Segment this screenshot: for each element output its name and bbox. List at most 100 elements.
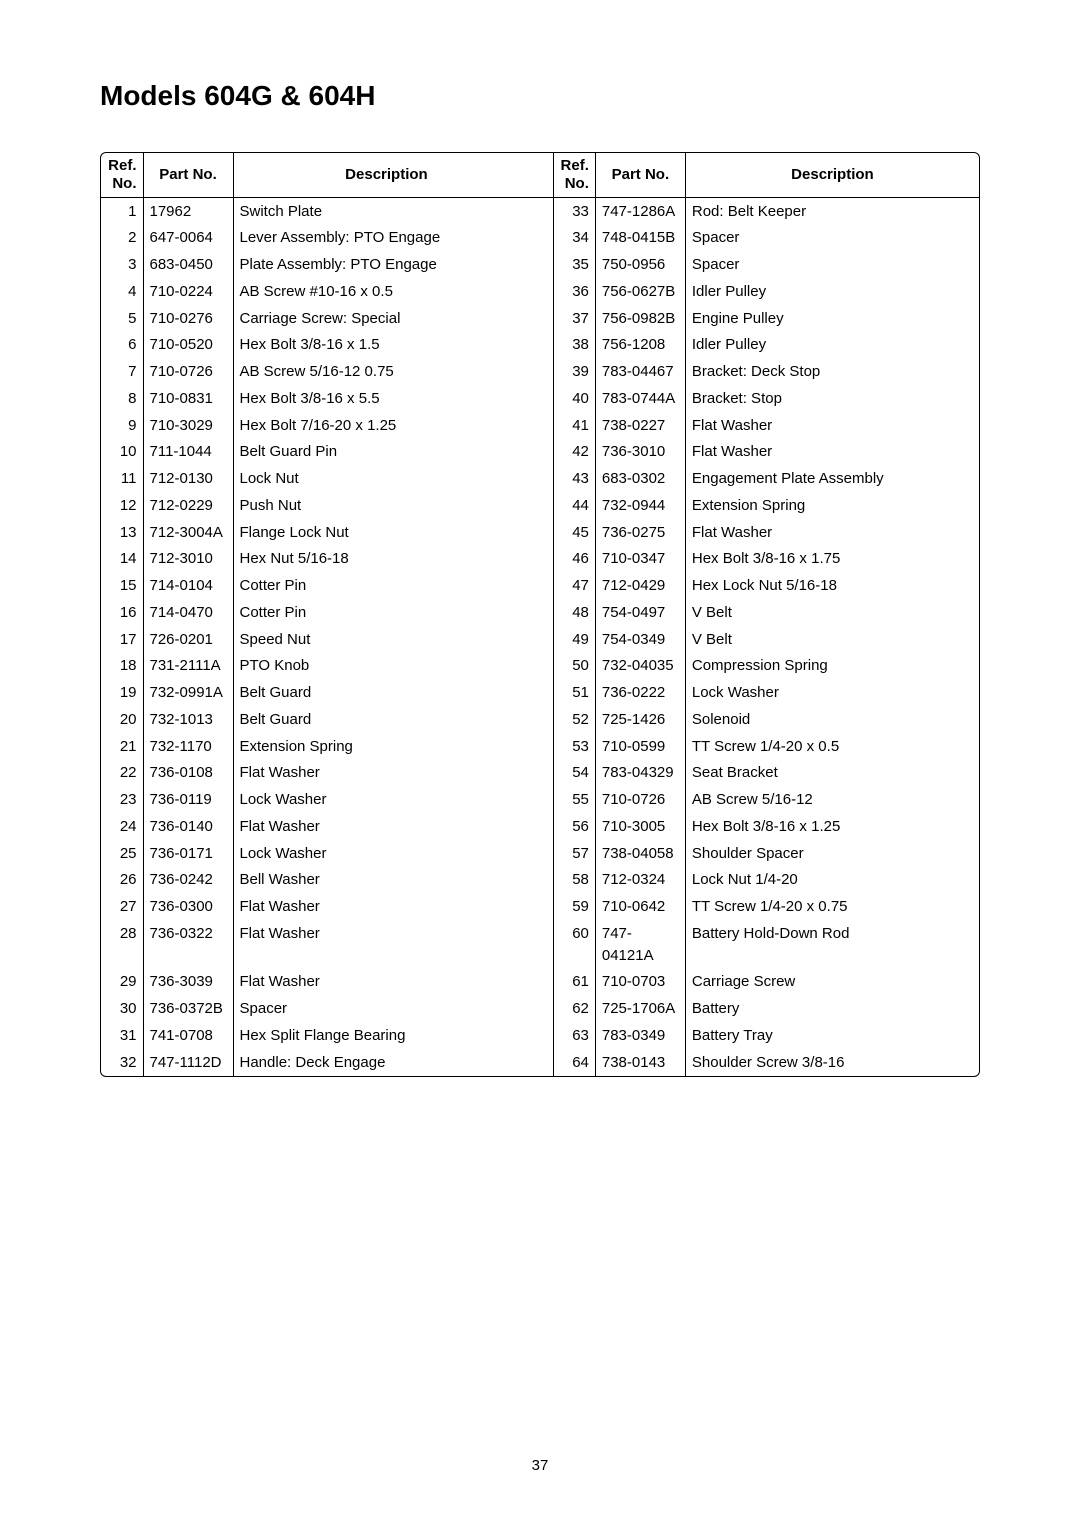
desc-cell: Extension Spring xyxy=(685,492,979,519)
ref-cell: 9 xyxy=(101,412,143,439)
part-cell: 712-0429 xyxy=(595,573,685,600)
ref-cell: 8 xyxy=(101,385,143,412)
part-cell: 710-0520 xyxy=(143,332,233,359)
gap-cell xyxy=(539,412,553,439)
part-cell: 710-0347 xyxy=(595,546,685,573)
desc-cell: Spacer xyxy=(233,996,539,1023)
gap-cell xyxy=(539,626,553,653)
gap-cell xyxy=(539,653,553,680)
gap-cell xyxy=(539,867,553,894)
gap-cell xyxy=(539,996,553,1023)
gap-cell xyxy=(539,492,553,519)
table-row: 20732-1013Belt Guard52725-1426Solenoid xyxy=(101,706,979,733)
table-row: 14712-3010Hex Nut 5/16-1846710-0347Hex B… xyxy=(101,546,979,573)
desc-cell: Spacer xyxy=(685,252,979,279)
ref-cell: 49 xyxy=(553,626,595,653)
part-cell: 736-3010 xyxy=(595,439,685,466)
gap-cell xyxy=(539,969,553,996)
part-cell: 683-0302 xyxy=(595,466,685,493)
desc-cell: Flat Washer xyxy=(233,969,539,996)
part-cell: 731-2111A xyxy=(143,653,233,680)
desc-cell: Lever Assembly: PTO Engage xyxy=(233,225,539,252)
ref-cell: 59 xyxy=(553,894,595,921)
ref-cell: 29 xyxy=(101,969,143,996)
ref-cell: 38 xyxy=(553,332,595,359)
table-row: 10711-1044Belt Guard Pin42736-3010Flat W… xyxy=(101,439,979,466)
part-cell: 747-1286A xyxy=(595,198,685,225)
gap-cell xyxy=(539,252,553,279)
table-row: 32747-1112DHandle: Deck Engage64738-0143… xyxy=(101,1049,979,1076)
ref-cell: 40 xyxy=(553,385,595,412)
desc-cell: Plate Assembly: PTO Engage xyxy=(233,252,539,279)
part-cell: 647-0064 xyxy=(143,225,233,252)
desc-cell: AB Screw #10-16 x 0.5 xyxy=(233,278,539,305)
header-ref-left: Ref. No. xyxy=(101,153,143,198)
part-cell: 738-0143 xyxy=(595,1049,685,1076)
ref-cell: 13 xyxy=(101,519,143,546)
ref-cell: 61 xyxy=(553,969,595,996)
ref-cell: 63 xyxy=(553,1022,595,1049)
ref-cell: 20 xyxy=(101,706,143,733)
part-cell: 738-04058 xyxy=(595,840,685,867)
ref-cell: 12 xyxy=(101,492,143,519)
desc-cell: Lock Washer xyxy=(233,840,539,867)
ref-cell: 1 xyxy=(101,198,143,225)
ref-cell: 48 xyxy=(553,599,595,626)
ref-cell: 53 xyxy=(553,733,595,760)
desc-cell: Hex Bolt 3/8-16 x 1.25 xyxy=(685,813,979,840)
desc-cell: Lock Washer xyxy=(685,680,979,707)
table-row: 29736-3039Flat Washer61710-0703Carriage … xyxy=(101,969,979,996)
desc-cell: Extension Spring xyxy=(233,733,539,760)
table-row: 6710-0520Hex Bolt 3/8-16 x 1.538756-1208… xyxy=(101,332,979,359)
part-cell: 710-0726 xyxy=(595,787,685,814)
ref-cell: 21 xyxy=(101,733,143,760)
desc-cell: V Belt xyxy=(685,626,979,653)
part-cell: 736-0300 xyxy=(143,894,233,921)
part-cell: 710-3005 xyxy=(595,813,685,840)
ref-cell: 39 xyxy=(553,359,595,386)
desc-cell: Hex Bolt 3/8-16 x 1.5 xyxy=(233,332,539,359)
desc-cell: Flat Washer xyxy=(685,412,979,439)
part-cell: 756-0982B xyxy=(595,305,685,332)
ref-cell: 14 xyxy=(101,546,143,573)
part-cell: 710-3029 xyxy=(143,412,233,439)
table-row: 18731-2111APTO Knob50732-04035Compressio… xyxy=(101,653,979,680)
gap-cell xyxy=(539,546,553,573)
desc-cell: Lock Nut xyxy=(233,466,539,493)
header-row: Ref. No. Part No. Description Ref. No. P… xyxy=(101,153,979,198)
table-row: 7710-0726AB Screw 5/16-12 0.7539783-0446… xyxy=(101,359,979,386)
part-cell: 754-0349 xyxy=(595,626,685,653)
gap-cell xyxy=(539,920,553,969)
ref-cell: 57 xyxy=(553,840,595,867)
part-cell: 710-0599 xyxy=(595,733,685,760)
desc-cell: Flat Washer xyxy=(233,920,539,969)
header-ref-right: Ref. No. xyxy=(553,153,595,198)
ref-cell: 30 xyxy=(101,996,143,1023)
table-row: 12712-0229Push Nut44732-0944Extension Sp… xyxy=(101,492,979,519)
ref-cell: 34 xyxy=(553,225,595,252)
desc-cell: Handle: Deck Engage xyxy=(233,1049,539,1076)
part-cell: 17962 xyxy=(143,198,233,225)
page-number: 37 xyxy=(100,1457,980,1474)
ref-cell: 3 xyxy=(101,252,143,279)
ref-cell: 46 xyxy=(553,546,595,573)
ref-cell: 2 xyxy=(101,225,143,252)
part-cell: 747-1112D xyxy=(143,1049,233,1076)
desc-cell: AB Screw 5/16-12 0.75 xyxy=(233,359,539,386)
part-cell: 712-0229 xyxy=(143,492,233,519)
part-cell: 710-0224 xyxy=(143,278,233,305)
part-cell: 683-0450 xyxy=(143,252,233,279)
table-row: 27736-0300Flat Washer59710-0642TT Screw … xyxy=(101,894,979,921)
desc-cell: PTO Knob xyxy=(233,653,539,680)
desc-cell: Engine Pulley xyxy=(685,305,979,332)
part-cell: 736-0372B xyxy=(143,996,233,1023)
part-cell: 725-1706A xyxy=(595,996,685,1023)
part-cell: 710-0703 xyxy=(595,969,685,996)
page-title: Models 604G & 604H xyxy=(100,80,980,112)
part-cell: 736-0108 xyxy=(143,760,233,787)
part-cell: 726-0201 xyxy=(143,626,233,653)
table-row: 3683-0450Plate Assembly: PTO Engage35750… xyxy=(101,252,979,279)
ref-cell: 41 xyxy=(553,412,595,439)
ref-cell: 10 xyxy=(101,439,143,466)
ref-cell: 16 xyxy=(101,599,143,626)
